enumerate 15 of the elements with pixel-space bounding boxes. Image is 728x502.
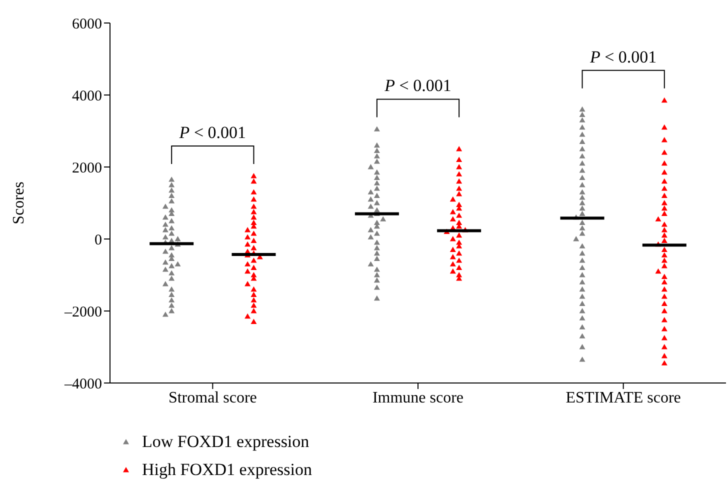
y-tick-label: 2000: [72, 160, 102, 176]
y-tick-label: –2000: [64, 304, 102, 320]
y-axis-title: Scores: [10, 182, 28, 224]
x-tick-label: ESTIMATE score: [566, 389, 681, 406]
legend-label: High FOXD1 expression: [142, 459, 312, 481]
annotation: P < 0.001: [588, 47, 657, 66]
annotation: P < 0.001: [178, 123, 246, 142]
annotation: P < 0.001: [384, 76, 452, 96]
x-tick-label: Stromal score: [168, 389, 257, 406]
legend-label: Low FOXD1 expression: [142, 431, 310, 453]
x-tick-label: Immune score: [372, 389, 464, 406]
y-tick-label: 0: [94, 232, 102, 248]
y-tick-label: –4000: [64, 376, 102, 392]
y-tick-label: 6000: [72, 16, 102, 32]
y-tick-label: 4000: [72, 88, 102, 104]
